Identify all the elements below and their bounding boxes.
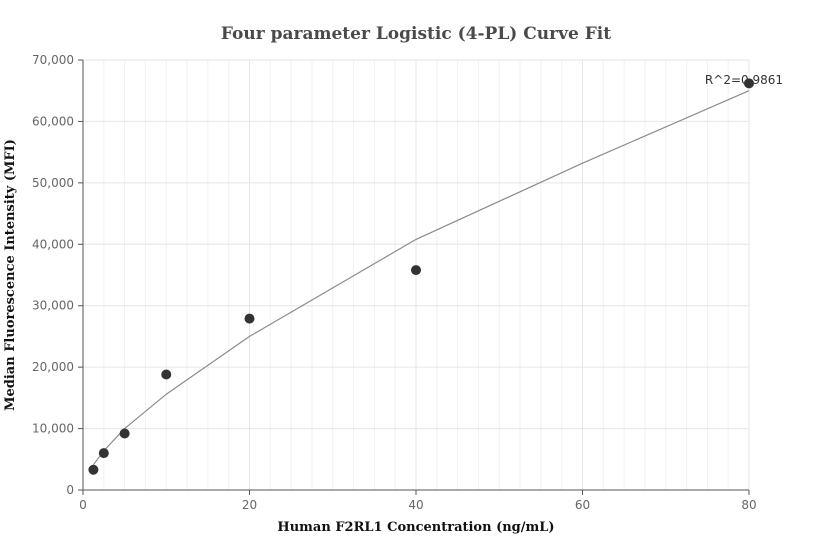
x-tick-label: 40 [408,498,423,512]
y-tick-label: 0 [66,483,74,497]
y-tick-label: 50,000 [32,176,74,190]
data-point [98,448,109,459]
x-tick-label: 60 [575,498,590,512]
y-tick-label: 10,000 [32,422,74,436]
y-tick-label: 70,000 [32,53,74,67]
fit-curve [92,90,750,466]
data-point [744,78,754,89]
data-point [244,313,255,324]
y-axis-label: Median Fluorescence Intensity (MFI) [3,139,18,411]
y-tick-label: 30,000 [32,299,74,313]
y-tick-label: 20,000 [32,360,74,374]
data-point [411,265,421,276]
axes [78,59,750,495]
y-tick-label: 40,000 [32,237,74,251]
chart-title: Four parameter Logistic (4-PL) Curve Fit [221,24,611,44]
grid [83,59,750,490]
data-point [119,428,130,439]
data-point [161,369,172,380]
r-squared-annotation: R^2=0.9861 [705,73,783,87]
y-tick-label: 60,000 [32,114,74,128]
x-tick-label: 20 [242,498,257,512]
data-point [88,464,99,475]
x-tick-label: 0 [79,498,87,512]
tick-labels: 0 10,000 20,000 30,000 40,000 50,000 60,000 70,… [32,53,757,512]
x-axis-label: Human F2RL1 Concentration (ng/mL) [277,520,554,535]
x-tick-label: 80 [741,498,756,512]
data-points [88,78,754,475]
